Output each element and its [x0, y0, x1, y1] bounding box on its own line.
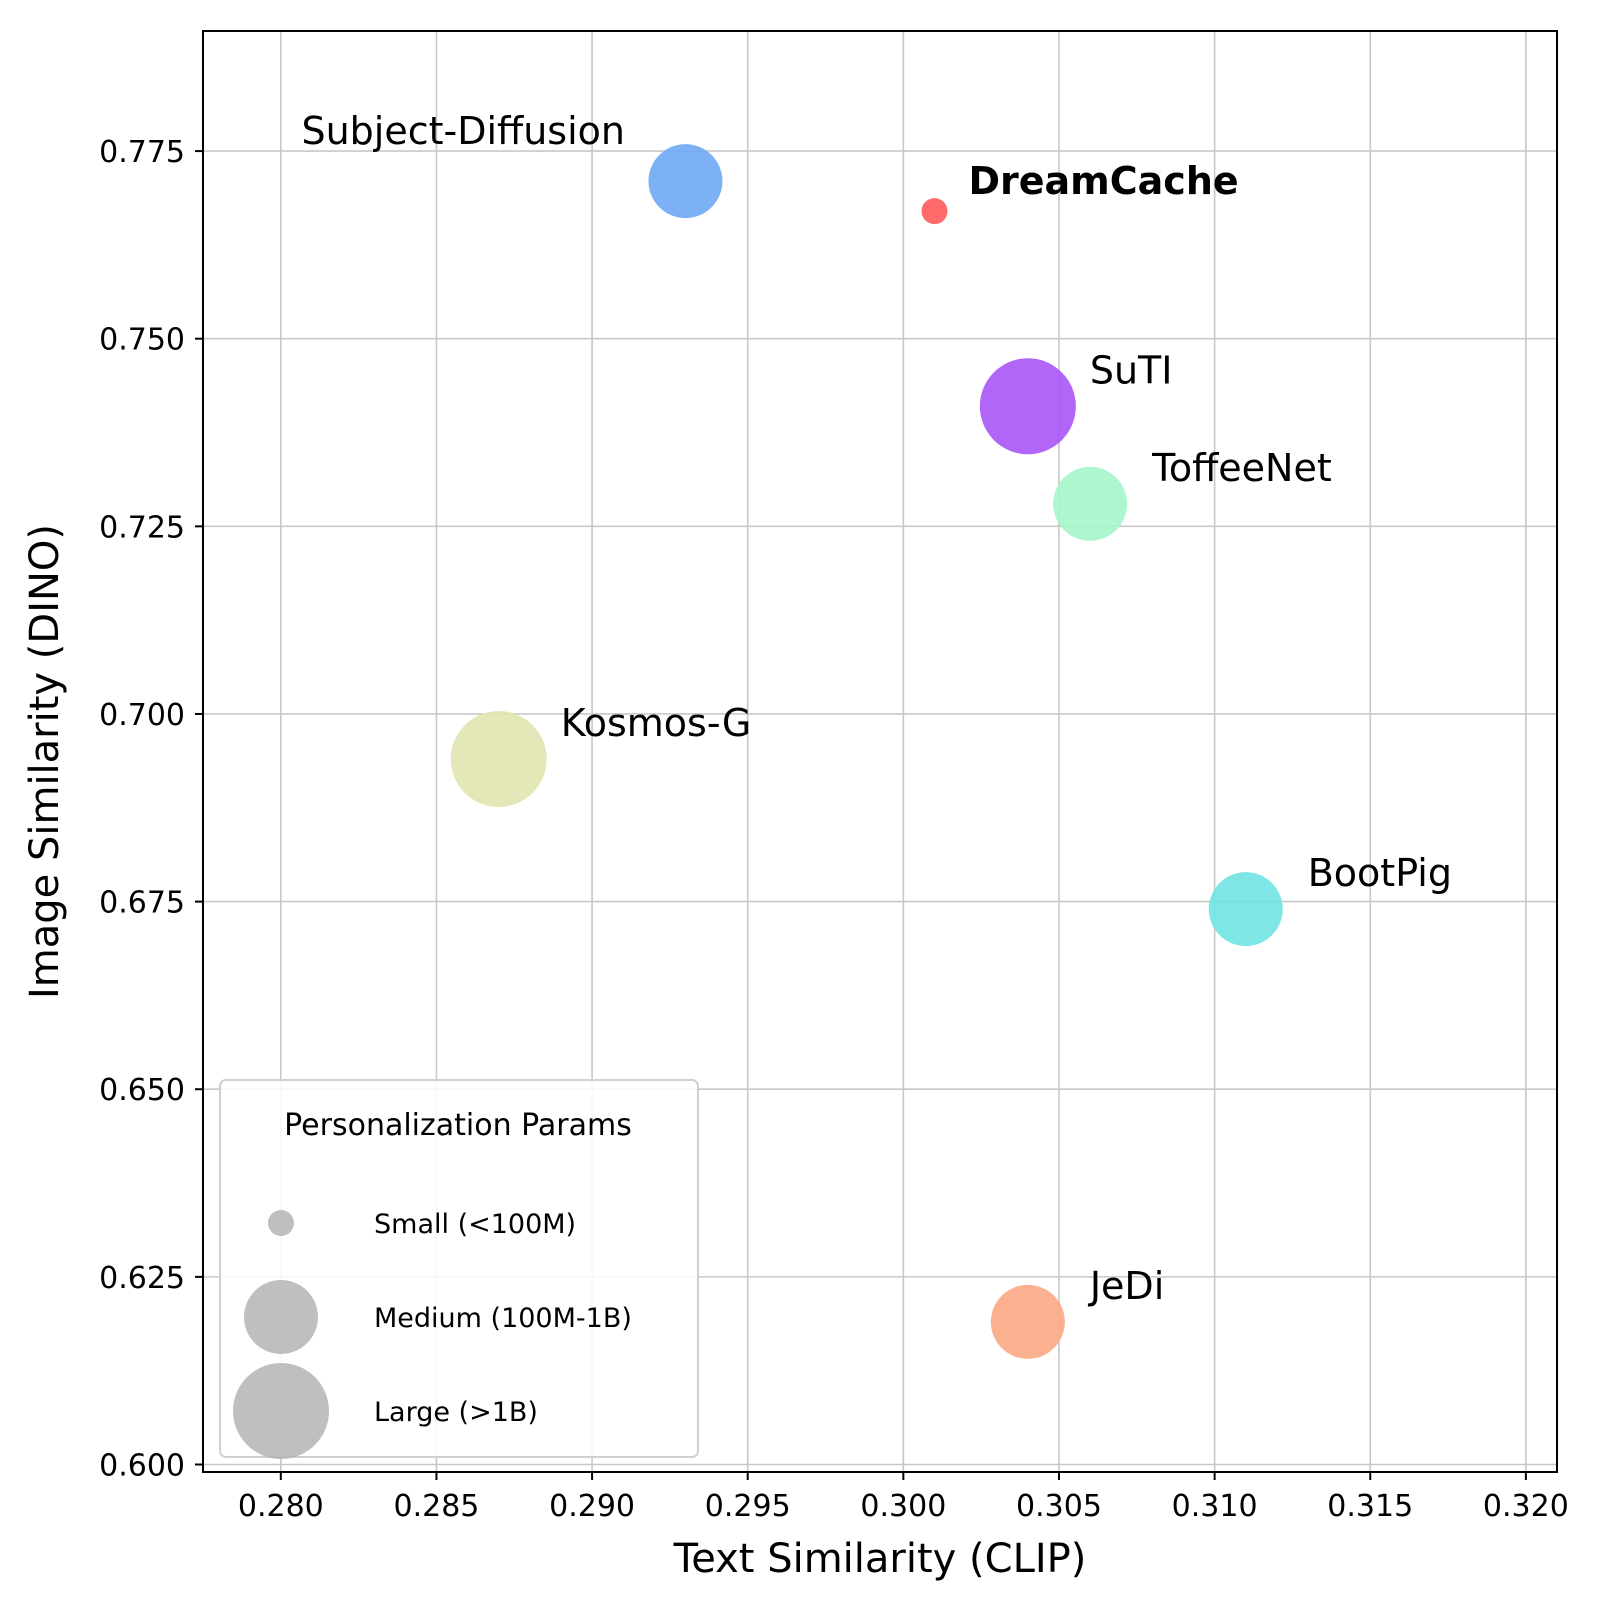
data-point-suti [979, 358, 1076, 455]
point-label: JeDi [1088, 1264, 1164, 1308]
x-tick-label: 0.320 [1483, 1489, 1569, 1524]
data-point-kosmos-g [450, 711, 547, 808]
legend-marker-small [268, 1210, 294, 1236]
y-tick-label: 0.625 [99, 1261, 185, 1296]
y-axis-ticks: 0.600 0.625 0.650 0.675 0.700 0.725 0.750 0.775 [99, 135, 203, 1483]
y-tick-label: 0.750 [99, 323, 185, 358]
legend-title: Personalization Params [284, 1108, 632, 1143]
data-points [450, 144, 1283, 1359]
point-label: DreamCache [968, 159, 1238, 203]
x-tick-label: 0.290 [549, 1489, 635, 1524]
x-tick-label: 0.310 [1172, 1489, 1258, 1524]
point-label: ToffeeNet [1151, 446, 1332, 490]
x-tick-label: 0.305 [1016, 1489, 1102, 1524]
data-point-toffeenet [1053, 466, 1128, 541]
y-tick-label: 0.725 [99, 510, 185, 545]
legend-label: Medium (100M-1B) [374, 1303, 632, 1334]
legend-marker-large [233, 1363, 329, 1459]
legend-label: Large (>1B) [374, 1397, 538, 1428]
x-tick-label: 0.285 [394, 1489, 480, 1524]
legend-box [219, 1079, 699, 1458]
legend: Personalization Params Small (<100M) Medi… [219, 1079, 699, 1459]
data-point-dreamcache [921, 198, 948, 225]
x-axis-ticks: 0.280 0.285 0.290 0.295 0.300 0.305 0.310 0.315… [238, 1472, 1569, 1524]
data-point-bootpig [1208, 872, 1283, 947]
y-tick-label: 0.775 [99, 135, 185, 170]
y-axis-title: Image Similarity (DINO) [22, 524, 68, 999]
y-tick-label: 0.675 [99, 886, 185, 921]
y-tick-label: 0.700 [99, 698, 185, 733]
legend-label: Small (<100M) [374, 1209, 576, 1240]
x-tick-label: 0.300 [860, 1489, 946, 1524]
legend-items: Small (<100M) Medium (100M-1B) Large (>1B) [233, 1209, 632, 1459]
point-label: Kosmos-G [561, 701, 752, 745]
point-labels: Subject-Diffusion DreamCache SuTI ToffeeNet… [301, 109, 1452, 1308]
x-tick-label: 0.295 [705, 1489, 791, 1524]
data-point-subject-diffusion [648, 144, 723, 219]
point-label: BootPig [1308, 851, 1452, 895]
point-label: SuTI [1090, 348, 1173, 392]
y-tick-label: 0.650 [99, 1073, 185, 1108]
x-tick-label: 0.280 [238, 1489, 324, 1524]
x-tick-label: 0.315 [1327, 1489, 1413, 1524]
legend-marker-medium [244, 1280, 318, 1354]
y-tick-label: 0.600 [99, 1448, 185, 1483]
x-axis-title: Text Similarity (CLIP) [673, 1536, 1087, 1582]
plot-frame [202, 30, 1558, 1473]
data-point-jedi [990, 1284, 1065, 1359]
point-label: Subject-Diffusion [301, 109, 625, 153]
